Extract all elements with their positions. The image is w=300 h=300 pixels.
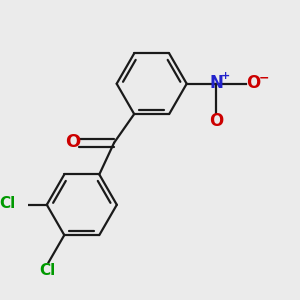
Text: Cl: Cl — [0, 196, 15, 211]
Text: −: − — [259, 71, 269, 84]
Text: N: N — [209, 74, 224, 92]
Text: +: + — [220, 71, 230, 81]
Text: Cl: Cl — [39, 263, 55, 278]
Text: O: O — [209, 112, 224, 130]
Text: O: O — [247, 74, 261, 92]
Text: O: O — [65, 133, 81, 151]
